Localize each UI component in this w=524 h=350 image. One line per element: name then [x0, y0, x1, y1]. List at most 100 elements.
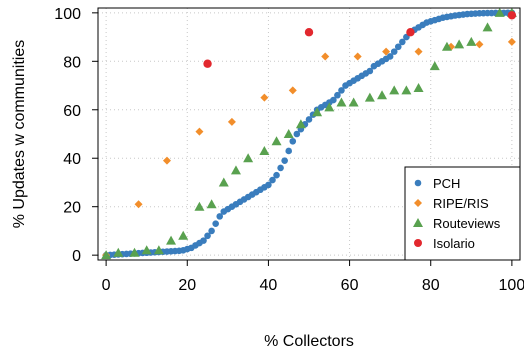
data-point [401, 85, 412, 95]
data-point [216, 213, 224, 220]
data-point [475, 40, 484, 49]
legend-label: RIPE/RIS [433, 196, 489, 211]
data-point [390, 48, 398, 55]
series-isolario [203, 11, 517, 68]
data-point [386, 53, 394, 60]
data-point [295, 119, 306, 129]
data-point [273, 171, 280, 179]
data-point [260, 93, 269, 102]
data-point [312, 107, 323, 117]
data-point [281, 157, 288, 164]
data-point [277, 164, 284, 172]
data-point [194, 201, 205, 211]
data-point [334, 91, 341, 99]
legend-label: Routeviews [433, 216, 501, 231]
data-point [178, 230, 189, 240]
data-point [195, 127, 204, 136]
data-point [203, 59, 212, 68]
x-tick-label: 60 [341, 277, 359, 294]
data-point [304, 28, 314, 37]
data-point [162, 156, 171, 165]
data-point [414, 47, 423, 56]
data-point [243, 153, 254, 163]
data-point [507, 37, 516, 46]
data-point [289, 137, 297, 145]
data-point [321, 52, 330, 61]
data-point [218, 177, 229, 187]
legend-marker [413, 218, 423, 227]
data-point [113, 247, 124, 257]
legend-box [404, 166, 521, 261]
x-axis-title: % Collectors [264, 333, 354, 350]
x-tick-label: 20 [178, 277, 196, 294]
plot-frame [97, 7, 521, 261]
data-point [413, 82, 424, 92]
y-axis-ticks: 0 20 40 60 80 100 [54, 6, 98, 265]
data-point [212, 220, 219, 227]
data-point [134, 200, 143, 209]
y-tick-label: 80 [63, 54, 81, 71]
y-tick-label: 0 [72, 248, 81, 265]
x-tick-label: 0 [102, 277, 111, 294]
data-point [507, 11, 517, 20]
data-point [265, 181, 272, 189]
data-point [353, 52, 362, 61]
x-tick-label: 100 [499, 277, 524, 294]
data-point [364, 92, 375, 102]
data-point [466, 36, 477, 46]
data-point [494, 7, 505, 17]
data-point [482, 22, 493, 32]
data-point [200, 237, 207, 244]
data-point [305, 116, 313, 123]
data-point [283, 129, 294, 138]
series-ripe-ris [102, 37, 516, 260]
data-point [338, 87, 345, 94]
data-point [382, 47, 391, 56]
data-point [429, 61, 440, 71]
data-point [324, 102, 335, 112]
x-tick-label: 40 [260, 277, 278, 294]
data-point [406, 28, 415, 37]
data-point [348, 97, 359, 107]
data-point [166, 235, 177, 245]
legend-label: PCH [433, 176, 460, 191]
data-point [293, 130, 301, 138]
data-point [399, 38, 406, 46]
data-point [230, 165, 241, 175]
data-point [441, 41, 452, 51]
y-tick-label: 60 [63, 103, 81, 120]
y-tick-label: 40 [63, 151, 81, 168]
data-point [204, 232, 211, 240]
data-point [141, 245, 152, 255]
data-point [271, 136, 282, 146]
data-points [101, 7, 517, 260]
data-point [285, 147, 293, 155]
data-point [259, 145, 270, 155]
y-tick-label: 100 [54, 6, 81, 23]
x-tick-label: 80 [422, 277, 440, 294]
data-point [377, 90, 388, 100]
legend-marker [414, 179, 422, 187]
legend-marker [414, 199, 422, 207]
data-point [206, 199, 217, 209]
data-point [394, 43, 402, 51]
data-point [129, 247, 140, 257]
series-pch [102, 9, 516, 259]
data-point [208, 227, 215, 235]
legend: PCH RIPE/RIS Routeviews Isolario [404, 166, 521, 261]
series-routeviews [101, 7, 517, 260]
data-point [330, 96, 337, 104]
data-point [288, 86, 297, 95]
y-axis-title: % Updates w communities [11, 40, 28, 229]
data-point [336, 97, 347, 107]
data-point [389, 85, 400, 95]
data-point [269, 176, 276, 184]
legend-marker [414, 239, 422, 247]
data-point [153, 245, 164, 255]
data-point [454, 39, 465, 49]
data-point [101, 250, 112, 260]
y-tick-label: 20 [63, 200, 81, 217]
legend-label: Isolario [433, 236, 475, 251]
x-axis-ticks: 0 20 40 60 80 100 [102, 260, 524, 294]
